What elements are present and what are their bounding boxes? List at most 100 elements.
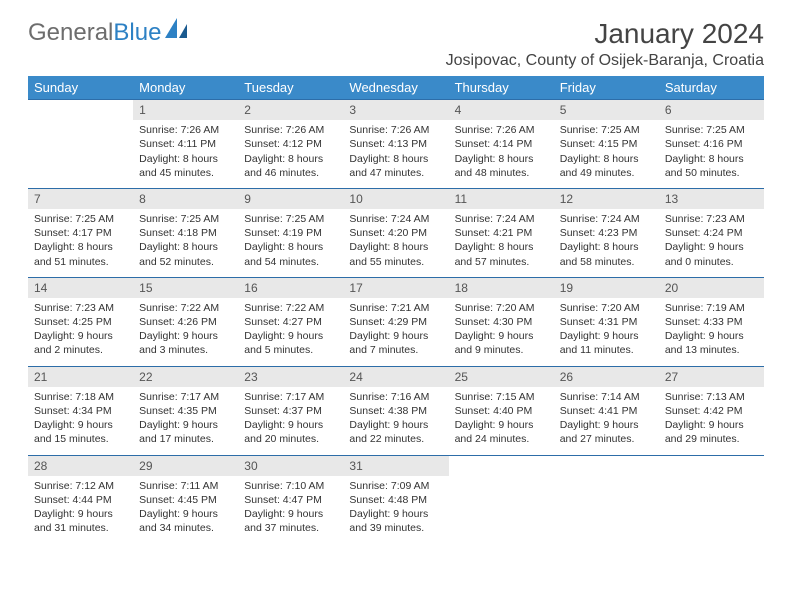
day-content-row: Sunrise: 7:25 AMSunset: 4:17 PMDaylight:… xyxy=(28,209,764,277)
day-cell xyxy=(659,476,764,544)
day-info-line: and 2 minutes. xyxy=(34,343,127,357)
day-info-line: Sunrise: 7:24 AM xyxy=(349,212,442,226)
day-info-line: Sunrise: 7:25 AM xyxy=(34,212,127,226)
logo-sail-icon xyxy=(165,18,191,47)
day-number-cell: 13 xyxy=(659,188,764,209)
day-cell: Sunrise: 7:12 AMSunset: 4:44 PMDaylight:… xyxy=(28,476,133,544)
day-info-line: and 47 minutes. xyxy=(349,166,442,180)
day-number-cell xyxy=(449,455,554,476)
day-cell: Sunrise: 7:25 AMSunset: 4:18 PMDaylight:… xyxy=(133,209,238,277)
day-number xyxy=(554,455,659,460)
day-cell: Sunrise: 7:23 AMSunset: 4:25 PMDaylight:… xyxy=(28,298,133,366)
day-info-line: Daylight: 8 hours xyxy=(244,240,337,254)
day-info-line: Sunset: 4:12 PM xyxy=(244,137,337,151)
day-info-line: Daylight: 9 hours xyxy=(560,418,653,432)
day-number: 27 xyxy=(659,366,764,387)
day-header: Friday xyxy=(554,76,659,99)
logo-text-part1: General xyxy=(28,19,113,47)
day-info-line: Sunrise: 7:19 AM xyxy=(665,301,758,315)
day-info-line: Daylight: 9 hours xyxy=(34,329,127,343)
day-number-row: 14151617181920 xyxy=(28,277,764,298)
day-info-line: Sunset: 4:25 PM xyxy=(34,315,127,329)
day-content-row: Sunrise: 7:18 AMSunset: 4:34 PMDaylight:… xyxy=(28,387,764,455)
day-info-line: Sunset: 4:21 PM xyxy=(455,226,548,240)
day-info-line: Daylight: 9 hours xyxy=(244,507,337,521)
day-info-line: Sunset: 4:48 PM xyxy=(349,493,442,507)
day-info-line: Sunrise: 7:25 AM xyxy=(244,212,337,226)
day-info-line: Sunrise: 7:22 AM xyxy=(244,301,337,315)
day-number: 23 xyxy=(238,366,343,387)
day-info-line: and 27 minutes. xyxy=(560,432,653,446)
day-number: 15 xyxy=(133,277,238,298)
day-info-line: and 0 minutes. xyxy=(665,255,758,269)
day-cell: Sunrise: 7:24 AMSunset: 4:21 PMDaylight:… xyxy=(449,209,554,277)
day-number: 28 xyxy=(28,455,133,476)
day-info-line: Sunset: 4:35 PM xyxy=(139,404,232,418)
day-info-line: and 46 minutes. xyxy=(244,166,337,180)
day-info-line: and 55 minutes. xyxy=(349,255,442,269)
day-number-cell: 10 xyxy=(343,188,448,209)
day-info-line: Sunset: 4:15 PM xyxy=(560,137,653,151)
day-number xyxy=(449,455,554,460)
day-number: 11 xyxy=(449,188,554,209)
day-info-line: Sunset: 4:41 PM xyxy=(560,404,653,418)
day-info-line: and 29 minutes. xyxy=(665,432,758,446)
day-info-line: Sunset: 4:33 PM xyxy=(665,315,758,329)
day-info-line: Sunset: 4:19 PM xyxy=(244,226,337,240)
day-info-line: Sunset: 4:47 PM xyxy=(244,493,337,507)
day-number: 29 xyxy=(133,455,238,476)
header: GeneralBlue January 2024 Josipovac, Coun… xyxy=(28,18,764,70)
day-info-line: Daylight: 9 hours xyxy=(455,329,548,343)
day-info-line: and 48 minutes. xyxy=(455,166,548,180)
day-cell: Sunrise: 7:20 AMSunset: 4:30 PMDaylight:… xyxy=(449,298,554,366)
day-number-cell: 21 xyxy=(28,366,133,387)
day-cell: Sunrise: 7:21 AMSunset: 4:29 PMDaylight:… xyxy=(343,298,448,366)
day-info-line: Sunset: 4:18 PM xyxy=(139,226,232,240)
day-number-row: 21222324252627 xyxy=(28,366,764,387)
logo: GeneralBlue xyxy=(28,18,191,47)
day-info-line: Sunrise: 7:15 AM xyxy=(455,390,548,404)
day-number: 25 xyxy=(449,366,554,387)
day-cell xyxy=(449,476,554,544)
day-info-line: Sunrise: 7:26 AM xyxy=(349,123,442,137)
day-info-line: and 5 minutes. xyxy=(244,343,337,357)
day-number: 12 xyxy=(554,188,659,209)
day-number-cell: 30 xyxy=(238,455,343,476)
day-cell: Sunrise: 7:25 AMSunset: 4:17 PMDaylight:… xyxy=(28,209,133,277)
day-info-line: Sunset: 4:16 PM xyxy=(665,137,758,151)
day-info-line: Sunrise: 7:24 AM xyxy=(560,212,653,226)
day-number-cell: 4 xyxy=(449,99,554,120)
day-number-cell: 15 xyxy=(133,277,238,298)
day-info-line: Sunset: 4:30 PM xyxy=(455,315,548,329)
day-number-cell: 23 xyxy=(238,366,343,387)
day-content-row: Sunrise: 7:23 AMSunset: 4:25 PMDaylight:… xyxy=(28,298,764,366)
day-info-line: Daylight: 9 hours xyxy=(665,418,758,432)
day-cell: Sunrise: 7:26 AMSunset: 4:11 PMDaylight:… xyxy=(133,120,238,188)
day-number-cell: 22 xyxy=(133,366,238,387)
day-info-line: and 20 minutes. xyxy=(244,432,337,446)
day-info-line: Sunset: 4:20 PM xyxy=(349,226,442,240)
title-block: January 2024 Josipovac, County of Osijek… xyxy=(446,18,764,70)
day-info-line: Daylight: 9 hours xyxy=(139,507,232,521)
day-info-line: Sunset: 4:38 PM xyxy=(349,404,442,418)
day-info-line: and 31 minutes. xyxy=(34,521,127,535)
calendar-body: 123456Sunrise: 7:26 AMSunset: 4:11 PMDay… xyxy=(28,99,764,543)
day-info-line: Sunrise: 7:14 AM xyxy=(560,390,653,404)
day-info-line: Daylight: 9 hours xyxy=(244,329,337,343)
day-info-line: Daylight: 8 hours xyxy=(34,240,127,254)
day-cell: Sunrise: 7:18 AMSunset: 4:34 PMDaylight:… xyxy=(28,387,133,455)
day-number: 19 xyxy=(554,277,659,298)
day-cell xyxy=(554,476,659,544)
day-info-line: Sunset: 4:37 PM xyxy=(244,404,337,418)
day-number-cell xyxy=(28,99,133,120)
day-number: 6 xyxy=(659,99,764,120)
day-info-line: Sunrise: 7:26 AM xyxy=(244,123,337,137)
day-number-cell: 1 xyxy=(133,99,238,120)
day-info-line: Sunrise: 7:26 AM xyxy=(455,123,548,137)
day-cell: Sunrise: 7:26 AMSunset: 4:13 PMDaylight:… xyxy=(343,120,448,188)
day-info-line: Sunrise: 7:17 AM xyxy=(139,390,232,404)
day-info-line: Sunset: 4:11 PM xyxy=(139,137,232,151)
day-cell: Sunrise: 7:25 AMSunset: 4:15 PMDaylight:… xyxy=(554,120,659,188)
day-number: 5 xyxy=(554,99,659,120)
day-cell: Sunrise: 7:22 AMSunset: 4:27 PMDaylight:… xyxy=(238,298,343,366)
